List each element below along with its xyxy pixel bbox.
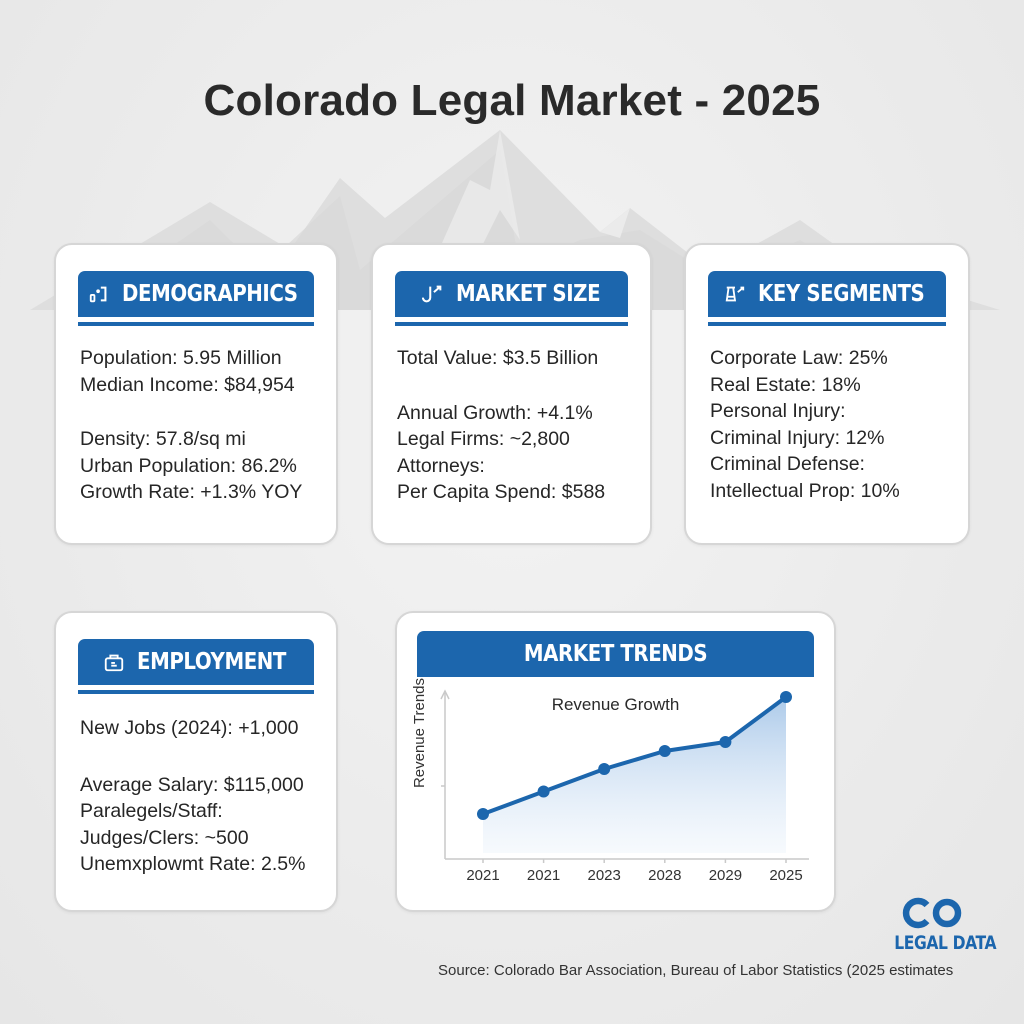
- y-axis-arrow-icon: [440, 689, 450, 700]
- market-size-header: MARKET SIZE: [395, 271, 628, 326]
- market-trends-header: MARKET TRENDS: [417, 631, 814, 677]
- segment-criminal-injury: Criminal Injury: 12%: [710, 426, 885, 449]
- employment-card: EMPLOYMENT New Jobs (2024): +1,000 Avera…: [54, 611, 338, 912]
- logo-text: LEGAL DATA: [894, 932, 997, 954]
- stat-median-income: Median Income: $84,954: [80, 373, 295, 396]
- stat-unemployment-rate: Unemxplowmt Rate: 2.5%: [80, 853, 306, 875]
- employment-header: EMPLOYMENT: [78, 639, 314, 694]
- revenue-line-chart: [440, 689, 809, 863]
- demographics-stats: Population: 5.95 Million Median Income: …: [80, 345, 326, 506]
- data-point: [658, 745, 671, 757]
- flask-icon: [725, 286, 745, 302]
- stat-total-value: Total Value: $3.5 Billion: [397, 347, 599, 369]
- growth-icon: [421, 285, 442, 303]
- segment-intellectual-property: Intellectual Prop: 10%: [710, 479, 900, 502]
- market-size-stats: Total Value: $3.5 Billion Annual Growth:…: [397, 345, 640, 506]
- market-size-card: MARKET SIZE Total Value: $3.5 Billion An…: [371, 243, 652, 545]
- key-segments-card: KEY SEGMENTS Corporate Law: 25% Real Est…: [684, 243, 970, 545]
- x-tick-label: 2021: [526, 867, 561, 884]
- segment-personal-injury: Personal Injury:: [710, 400, 846, 422]
- stat-average-salary: Average Salary: $115,000: [80, 773, 304, 796]
- market-trends-card: MARKET TRENDS Revenue Growth Revenue Tre…: [395, 611, 836, 912]
- x-tick-label: 2028: [648, 867, 682, 884]
- stat-urban-population: Urban Population: 86.2%: [80, 454, 297, 477]
- legal-data-logo: LEGAL DATA: [886, 896, 997, 954]
- data-point: [719, 736, 732, 748]
- key-segments-stats: Corporate Law: 25% Real Estate: 18% Pers…: [710, 345, 958, 504]
- stat-judges-clerks: Judges/Clers: ~500: [80, 826, 249, 849]
- x-tick-label: 2029: [708, 867, 743, 884]
- market-size-title: MARKET SIZE: [455, 281, 601, 307]
- data-point: [537, 785, 550, 798]
- stat-population: Population: 5.95 Million: [80, 347, 282, 369]
- key-segments-header: KEY SEGMENTS: [708, 271, 946, 326]
- x-tick-label: 2025: [769, 867, 803, 884]
- employment-title: EMPLOYMENT: [137, 649, 287, 675]
- revenue-area-fill: [483, 697, 786, 853]
- revenue-line: [482, 695, 788, 816]
- stat-paralegals-staff: Paralegels/Staff:: [80, 800, 223, 822]
- segment-real-estate: Real Estate: 18%: [710, 373, 861, 396]
- source-note: Source: Colorado Bar Association, Bureau…: [438, 962, 954, 979]
- stat-annual-growth: Annual Growth: +4.1%: [397, 401, 593, 424]
- y-axis-label: Revenue Trends: [411, 677, 428, 789]
- employment-stats: New Jobs (2024): +1,000 Average Salary: …: [80, 715, 326, 878]
- segment-corporate-law: Corporate Law: 25%: [710, 347, 888, 369]
- stat-growth-rate: Growth Rate: +1.3% YOY: [80, 481, 303, 503]
- data-point: [477, 808, 489, 820]
- market-trends-title: MARKET TRENDS: [523, 641, 708, 667]
- stat-density: Density: 57.8/sq mi: [80, 428, 246, 450]
- stat-legal-firms: Legal Firms: ~2,800: [397, 428, 570, 450]
- chart-title: Revenue Growth: [551, 695, 680, 714]
- demographics-card: DEMOGRAPHICS Population: 5.95 Million Me…: [54, 243, 338, 545]
- x-tick-label: 2021: [466, 867, 500, 884]
- stat-attorneys: Attorneys:: [397, 454, 485, 477]
- co-logo-icon: [902, 897, 962, 929]
- demographics-title: DEMOGRAPHICS: [121, 281, 298, 307]
- key-segments-title: KEY SEGMENTS: [758, 281, 925, 307]
- data-point: [780, 691, 792, 703]
- page-title: Colorado Legal Market - 2025: [203, 76, 821, 125]
- people-icon: [89, 286, 107, 303]
- x-tick-label: 2023: [587, 867, 621, 884]
- briefcase-icon: [105, 654, 124, 672]
- data-point: [598, 763, 611, 775]
- demographics-header: DEMOGRAPHICS: [78, 271, 314, 326]
- stat-new-jobs: New Jobs (2024): +1,000: [80, 717, 299, 739]
- data-points: [477, 691, 792, 820]
- stat-per-capita-spend: Per Capita Spend: $588: [397, 481, 606, 503]
- segment-criminal-defense: Criminal Defense:: [710, 453, 865, 475]
